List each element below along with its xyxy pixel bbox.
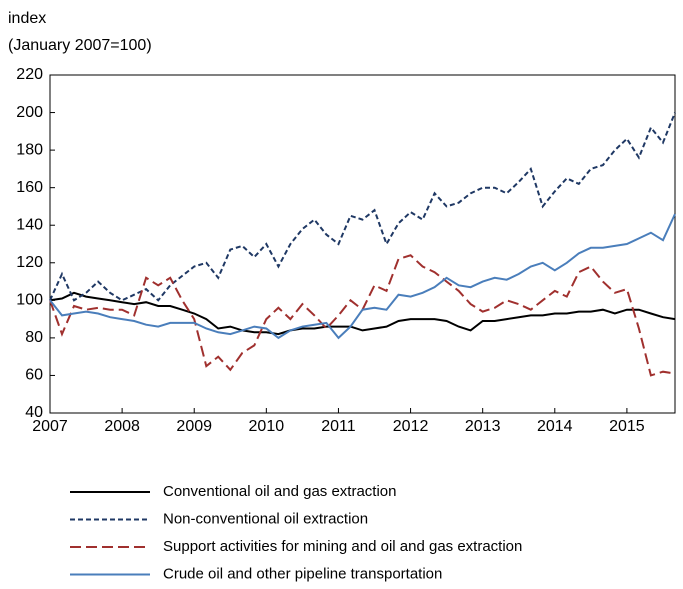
y-tick-label: 100 bbox=[16, 292, 43, 309]
y-tick-label: 200 bbox=[16, 104, 43, 121]
y-axis-label: (January 2007=100) bbox=[8, 37, 152, 54]
x-tick-label: 2014 bbox=[537, 418, 573, 435]
x-tick-label: 2009 bbox=[176, 418, 212, 435]
x-tick-label: 2011 bbox=[321, 418, 356, 435]
x-tick-label: 2007 bbox=[32, 418, 68, 435]
series-line bbox=[49, 213, 676, 340]
series-line bbox=[49, 254, 676, 377]
x-tick-label: 2012 bbox=[393, 418, 429, 435]
x-tick-label: 2008 bbox=[104, 418, 140, 435]
plot-frame bbox=[49, 74, 676, 414]
y-axis-label: index bbox=[8, 10, 46, 27]
y-tick-label: 180 bbox=[16, 141, 43, 158]
series-line bbox=[49, 291, 676, 336]
y-tick-label: 160 bbox=[16, 179, 43, 196]
x-tick-label: 2013 bbox=[465, 418, 501, 435]
x-tick-label: 2010 bbox=[249, 418, 285, 435]
legend-label: Non-conventional oil extraction bbox=[163, 510, 368, 527]
y-tick-label: 40 bbox=[25, 404, 43, 421]
x-tick-label: 2015 bbox=[609, 418, 645, 435]
y-tick-label: 140 bbox=[16, 216, 43, 233]
legend-label: Crude oil and other pipeline transportat… bbox=[163, 565, 442, 582]
legend-label: Support activities for mining and oil an… bbox=[163, 538, 522, 555]
y-tick-label: 220 bbox=[16, 66, 43, 83]
y-tick-label: 60 bbox=[25, 367, 43, 384]
y-tick-label: 120 bbox=[16, 254, 43, 271]
y-tick-label: 80 bbox=[25, 329, 43, 346]
series-line bbox=[49, 112, 676, 302]
legend-label: Conventional oil and gas extraction bbox=[163, 483, 396, 500]
